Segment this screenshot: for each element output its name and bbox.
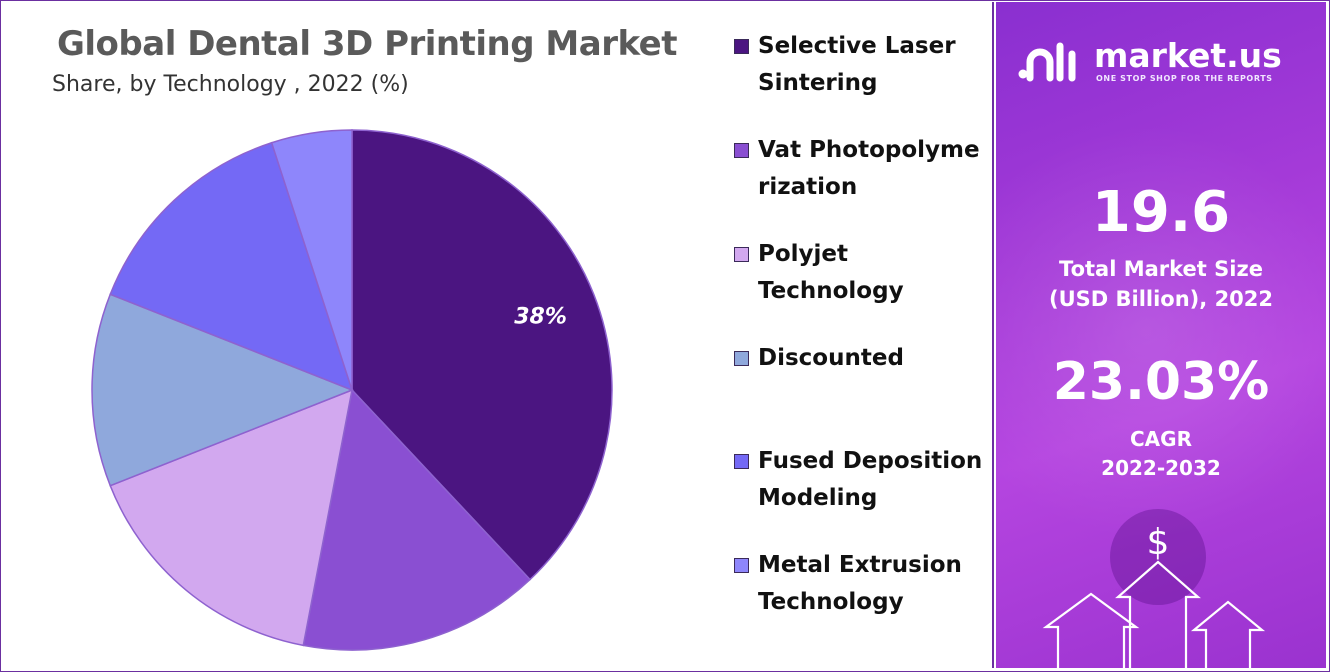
legend-swatch-2 [734, 247, 749, 262]
brand-tagline: ONE STOP SHOP FOR THE REPORTS [1096, 74, 1273, 83]
market-size-label-line1: Total Market Size [1059, 257, 1263, 281]
pie-slice-3 [91, 293, 355, 487]
chart-panel: Global Dental 3D Printing Market Share, … [2, 2, 994, 668]
summary-panel: market.us ONE STOP SHOP FOR THE REPORTS … [996, 2, 1326, 668]
growth-arrows-illustration: $ [1042, 509, 1266, 668]
legend-label-2: Polyjet Technology [758, 241, 904, 304]
pie-slice-0 [351, 129, 613, 581]
legend-swatch-4 [734, 454, 749, 469]
data-label-0: 38% [514, 304, 567, 329]
coin-circle [1110, 509, 1206, 605]
cagr-value: 23.03% [1052, 352, 1270, 412]
market-size-label-line2: (USD Billion), 2022 [1048, 287, 1274, 311]
legend-label-1: Vat Photopolymerization [758, 137, 980, 200]
market-us-logo-icon [1018, 42, 1076, 82]
legend-label-3: Discounted [758, 345, 904, 371]
legend-label-4: Fused Deposition Modeling [758, 448, 983, 511]
brand-logo: market.us ONE STOP SHOP FOR THE REPORTS [1018, 36, 1308, 96]
legend-swatch-1 [734, 143, 749, 158]
legend-label-0: Selective Laser Sintering [758, 33, 956, 96]
arrow-up-center-icon [1115, 560, 1201, 668]
legend-swatch-3 [734, 351, 749, 366]
legend-label-5: Metal Extrusion Technology [758, 552, 962, 615]
arrow-up-left-icon [1042, 592, 1140, 668]
pie-slice-2 [109, 388, 353, 647]
legend-swatch-0 [734, 39, 749, 54]
pie-slice-1 [302, 388, 532, 651]
cagr-label: CAGR [1130, 427, 1192, 451]
arrow-up-right-icon [1190, 600, 1266, 668]
pie-chart: 38% [91, 129, 613, 651]
cagr-period: 2022-2032 [1101, 456, 1221, 480]
pie-slice-5 [270, 129, 353, 391]
panel-glow [996, 122, 1326, 542]
brand-name: market.us [1094, 36, 1282, 75]
chart-subtitle: Share, by Technology , 2022 (%) [52, 72, 409, 97]
chart-title: Global Dental 3D Printing Market [57, 24, 677, 64]
legend-swatch-5 [734, 558, 749, 573]
dollar-icon: $ [1147, 522, 1170, 563]
market-size-value: 19.6 [1091, 180, 1231, 245]
